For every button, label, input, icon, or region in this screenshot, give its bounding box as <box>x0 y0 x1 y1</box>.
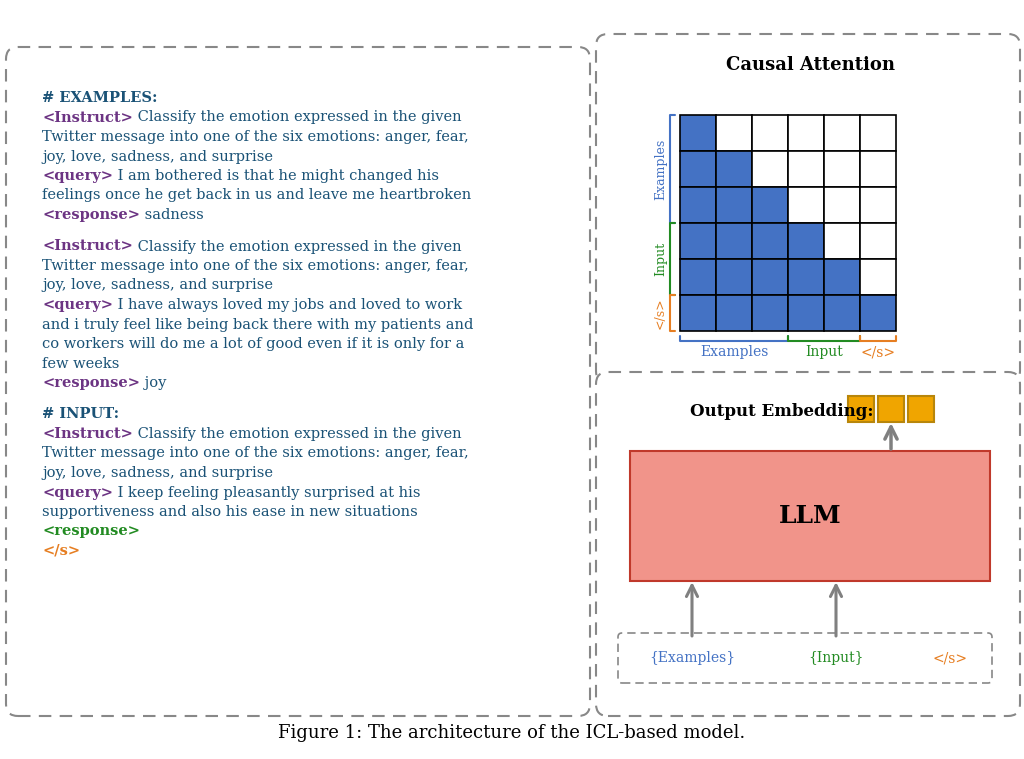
Bar <box>680 115 716 151</box>
Bar <box>788 151 824 187</box>
Bar <box>788 187 824 223</box>
Bar <box>752 295 788 331</box>
Text: Input: Input <box>654 242 667 276</box>
Text: <response>: <response> <box>42 524 140 538</box>
Bar <box>860 115 896 151</box>
Bar <box>860 259 896 295</box>
Text: sadness: sadness <box>140 208 204 222</box>
Text: Twitter message into one of the six emotions: anger, fear,: Twitter message into one of the six emot… <box>42 130 469 144</box>
Bar <box>752 259 788 295</box>
Text: <response>: <response> <box>42 376 140 390</box>
Bar <box>860 151 896 187</box>
Text: few weeks: few weeks <box>42 357 120 370</box>
Text: Examples: Examples <box>699 345 768 359</box>
Text: {Examples}: {Examples} <box>649 651 735 665</box>
Text: Figure 1: The architecture of the ICL-based model.: Figure 1: The architecture of the ICL-ba… <box>279 724 745 742</box>
FancyBboxPatch shape <box>6 47 590 716</box>
Bar <box>752 151 788 187</box>
Bar <box>680 259 716 295</box>
Text: supportiveness and also his ease in new situations: supportiveness and also his ease in new … <box>42 505 418 519</box>
Text: <query>: <query> <box>42 169 113 183</box>
Text: I keep feeling pleasantly surprised at his: I keep feeling pleasantly surprised at h… <box>114 486 421 499</box>
Bar <box>716 259 752 295</box>
FancyBboxPatch shape <box>596 372 1020 716</box>
FancyBboxPatch shape <box>618 633 992 683</box>
Bar <box>824 295 860 331</box>
Bar <box>824 223 860 259</box>
Text: co workers will do me a lot of good even if it is only for a: co workers will do me a lot of good even… <box>42 337 464 351</box>
Text: feelings once he get back in us and leave me heartbroken: feelings once he get back in us and leav… <box>42 188 471 203</box>
FancyBboxPatch shape <box>596 34 1020 383</box>
Text: <Instruct>: <Instruct> <box>42 427 133 441</box>
Text: LLM: LLM <box>778 504 842 528</box>
Text: joy, love, sadness, and surprise: joy, love, sadness, and surprise <box>42 150 273 163</box>
Text: I have always loved my jobs and loved to work: I have always loved my jobs and loved to… <box>114 298 463 312</box>
Bar <box>716 223 752 259</box>
Bar <box>860 223 896 259</box>
Bar <box>680 223 716 259</box>
Text: Twitter message into one of the six emotions: anger, fear,: Twitter message into one of the six emot… <box>42 446 469 461</box>
Text: <Instruct>: <Instruct> <box>42 111 133 124</box>
Bar <box>824 151 860 187</box>
Bar <box>908 396 934 422</box>
Text: <Instruct>: <Instruct> <box>42 240 133 254</box>
Bar <box>752 115 788 151</box>
Bar <box>680 295 716 331</box>
Text: and i truly feel like being back there with my patients and: and i truly feel like being back there w… <box>42 317 473 332</box>
Text: joy, love, sadness, and surprise: joy, love, sadness, and surprise <box>42 466 273 480</box>
Text: </s>: </s> <box>42 544 80 558</box>
Text: <response>: <response> <box>42 208 140 222</box>
Bar <box>716 115 752 151</box>
Text: joy, love, sadness, and surprise: joy, love, sadness, and surprise <box>42 279 273 292</box>
Text: # INPUT:: # INPUT: <box>42 408 119 421</box>
Bar <box>860 295 896 331</box>
Text: Examples: Examples <box>654 138 667 200</box>
Bar <box>680 151 716 187</box>
Bar <box>824 187 860 223</box>
Bar <box>788 223 824 259</box>
Bar <box>680 187 716 223</box>
Bar <box>716 151 752 187</box>
Text: Output Embedding:: Output Embedding: <box>690 402 873 420</box>
Text: </s>: </s> <box>860 345 896 359</box>
Text: I am bothered is that he might changed his: I am bothered is that he might changed h… <box>114 169 439 183</box>
Bar <box>848 396 874 422</box>
Text: # EXAMPLES:: # EXAMPLES: <box>42 91 158 105</box>
Text: Classify the emotion expressed in the given: Classify the emotion expressed in the gi… <box>133 240 462 254</box>
Bar <box>824 115 860 151</box>
Text: </s>: </s> <box>933 651 968 665</box>
Bar <box>788 259 824 295</box>
Bar <box>752 223 788 259</box>
Bar <box>860 187 896 223</box>
Text: Classify the emotion expressed in the given: Classify the emotion expressed in the gi… <box>133 111 462 124</box>
Text: Input: Input <box>805 345 843 359</box>
Bar <box>752 187 788 223</box>
Bar <box>788 115 824 151</box>
Text: {Input}: {Input} <box>808 651 864 665</box>
Text: <query>: <query> <box>42 298 113 312</box>
Text: Classify the emotion expressed in the given: Classify the emotion expressed in the gi… <box>133 427 462 441</box>
Text: joy: joy <box>140 376 167 390</box>
Text: <query>: <query> <box>42 486 113 499</box>
Text: Twitter message into one of the six emotions: anger, fear,: Twitter message into one of the six emot… <box>42 259 469 273</box>
Text: </s>: </s> <box>654 298 667 329</box>
Bar <box>824 259 860 295</box>
Bar <box>716 295 752 331</box>
Bar <box>716 187 752 223</box>
Bar <box>788 295 824 331</box>
Text: Causal Attention: Causal Attention <box>725 56 895 74</box>
Bar <box>878 396 904 422</box>
Bar <box>630 451 990 581</box>
